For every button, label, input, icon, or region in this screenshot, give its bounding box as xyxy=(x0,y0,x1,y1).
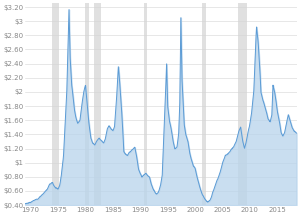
Bar xyxy=(238,3,247,205)
Bar xyxy=(94,3,101,205)
Bar xyxy=(52,3,59,205)
Bar xyxy=(202,3,206,205)
Bar xyxy=(143,3,147,205)
Bar xyxy=(85,3,89,205)
